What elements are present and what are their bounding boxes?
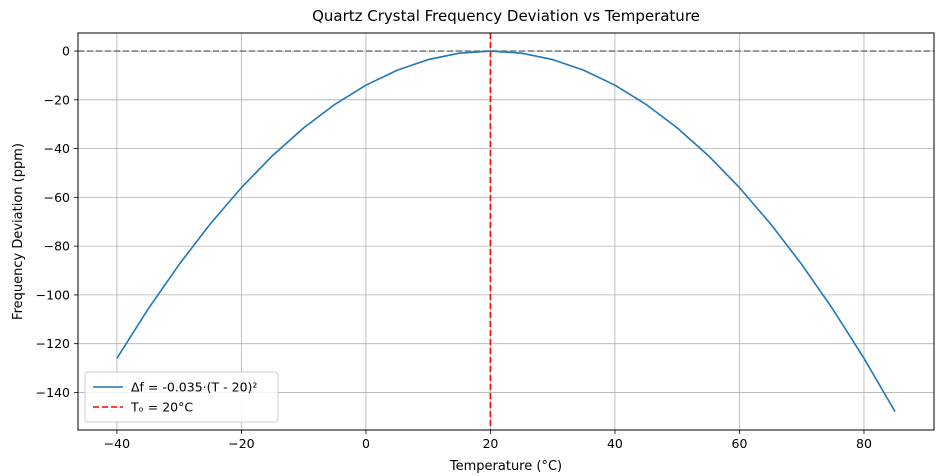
legend: Δf = -0.035·(T - 20)² Tₒ = 20°C bbox=[84, 371, 279, 423]
y-tick-label: −120 bbox=[36, 336, 70, 351]
x-axis-label: Temperature (°C) bbox=[449, 459, 562, 474]
y-axis-label: Frequency Deviation (ppm) bbox=[11, 143, 26, 320]
x-tick-label: 20 bbox=[482, 436, 498, 451]
x-tick-label: −40 bbox=[104, 436, 130, 451]
x-tick-label: 60 bbox=[732, 436, 748, 451]
y-tick-label: −100 bbox=[36, 287, 70, 302]
x-tick-label: −20 bbox=[228, 436, 254, 451]
x-axis: −40 −20 0 20 40 60 80 bbox=[104, 430, 872, 451]
legend-label-reference: Tₒ = 20°C bbox=[130, 400, 193, 415]
y-axis: 0 −20 −40 −60 −80 −100 −120 −140 bbox=[36, 44, 78, 400]
y-tick-label: −20 bbox=[44, 92, 70, 107]
y-tick-label: −40 bbox=[44, 141, 70, 156]
grid bbox=[78, 33, 934, 430]
series-line bbox=[116, 50, 896, 413]
legend-label-series: Δf = -0.035·(T - 20)² bbox=[131, 380, 257, 395]
y-tick-label: −140 bbox=[36, 385, 70, 400]
series-layer bbox=[116, 50, 896, 413]
y-tick-label: −80 bbox=[44, 239, 70, 254]
x-tick-label: 0 bbox=[362, 436, 370, 451]
y-tick-label: −60 bbox=[44, 190, 70, 205]
y-tick-label: 0 bbox=[62, 44, 70, 59]
legend-box bbox=[84, 371, 279, 423]
plot-frame bbox=[77, 32, 935, 431]
x-tick-label: 40 bbox=[607, 436, 623, 451]
reference-lines bbox=[78, 33, 934, 430]
chart-title: Quartz Crystal Frequency Deviation vs Te… bbox=[312, 7, 700, 25]
x-tick-label: 80 bbox=[856, 436, 872, 451]
